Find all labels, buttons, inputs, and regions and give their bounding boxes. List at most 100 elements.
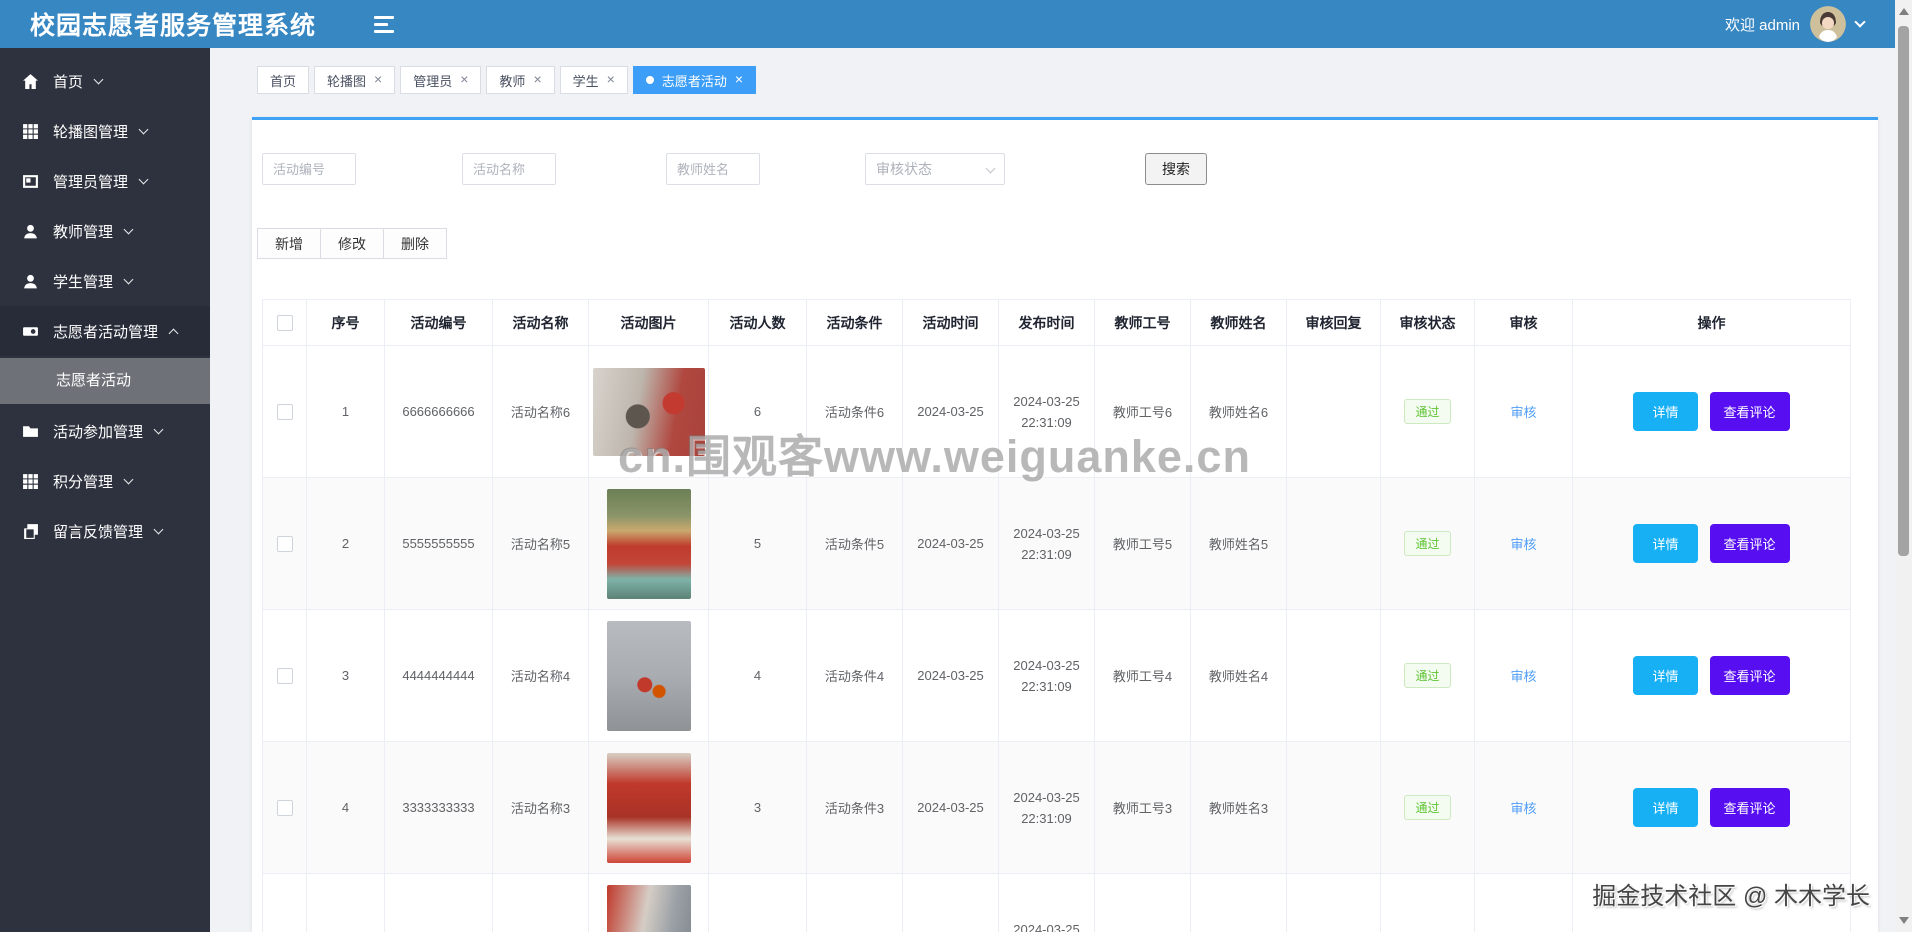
audit-link[interactable]: 审核 — [1510, 801, 1537, 816]
cell-activity-time — [902, 873, 999, 932]
sidebar-item[interactable]: 首页 — [0, 56, 210, 106]
sidebar-item-label: 活动参加管理 — [53, 423, 144, 441]
chevron-down-icon — [138, 124, 149, 134]
teacher-name-input[interactable] — [666, 153, 760, 185]
add-button[interactable]: 新增 — [257, 228, 321, 259]
row-checkbox[interactable] — [276, 403, 293, 420]
user-icon — [22, 223, 39, 240]
tab-轮播图[interactable]: 轮播图 × — [314, 66, 396, 94]
detail-button[interactable]: 详情 — [1633, 788, 1698, 827]
activity-code-input[interactable] — [262, 153, 356, 185]
column-header: 活动名称 — [492, 299, 589, 346]
detail-button[interactable]: 详情 — [1633, 392, 1698, 431]
sidebar-item[interactable]: 留言反馈管理 — [0, 506, 210, 556]
activity-image — [606, 884, 691, 932]
sidebar-item[interactable]: 管理员管理 — [0, 156, 210, 206]
view-comments-button[interactable]: 查看评论 — [1709, 656, 1790, 695]
view-comments-button[interactable]: 查看评论 — [1709, 392, 1790, 431]
tab-管理员[interactable]: 管理员 × — [400, 66, 482, 94]
welcome-text: 欢迎 admin — [1724, 16, 1800, 34]
sidebar-item-label: 积分管理 — [53, 473, 114, 491]
cell-condition: 活动条件4 — [806, 609, 903, 742]
cell-name: 活动名称4 — [492, 609, 589, 742]
column-header: 操作 — [1572, 299, 1851, 346]
audit-link[interactable]: 审核 — [1510, 537, 1537, 552]
view-comments-button[interactable]: 查看评论 — [1709, 524, 1790, 563]
tab-close-icon[interactable]: × — [533, 71, 542, 87]
status-badge: 通过 — [1404, 795, 1451, 820]
cell-code: 4444444444 — [384, 609, 493, 742]
sidebar-item[interactable]: 学生管理 — [0, 256, 210, 306]
sidebar-item[interactable]: 积分管理 — [0, 456, 210, 506]
avatar[interactable] — [1810, 6, 1846, 42]
delete-button[interactable]: 删除 — [383, 228, 447, 259]
cell-reply — [1286, 873, 1381, 932]
cell-teacher-id: 教师工号4 — [1094, 609, 1191, 742]
chevron-down-icon — [153, 424, 164, 434]
cell-name: 活动名称3 — [492, 741, 589, 874]
audit-link[interactable]: 审核 — [1510, 669, 1537, 684]
cell-teacher-id: 教师工号6 — [1094, 345, 1191, 478]
tab-close-icon[interactable]: × — [606, 71, 615, 87]
user-menu[interactable]: 欢迎 admin — [1724, 6, 1866, 42]
activity-image — [593, 367, 705, 456]
scrollbar-thumb[interactable] — [1898, 26, 1909, 556]
cell-teacher-id: 教师工号3 — [1094, 741, 1191, 874]
tab-close-icon[interactable]: × — [374, 71, 383, 87]
view-comments-button[interactable]: 查看评论 — [1709, 788, 1790, 827]
avatar-image — [1810, 6, 1846, 42]
chevron-down-icon — [138, 174, 149, 184]
tab-label: 教师 — [499, 73, 526, 89]
edit-button[interactable]: 修改 — [320, 228, 384, 259]
scroll-up-icon[interactable] — [1899, 8, 1909, 15]
chevron-down-icon — [1854, 16, 1866, 28]
cell-condition: 活动条件3 — [806, 741, 903, 874]
cell-index: 4 — [306, 741, 385, 874]
row-checkbox[interactable] — [276, 535, 293, 552]
cell-name — [492, 873, 589, 932]
audit-link[interactable]: 审核 — [1510, 405, 1537, 420]
detail-button[interactable]: 详情 — [1633, 656, 1698, 695]
sidebar-item[interactable]: 轮播图管理 — [0, 106, 210, 156]
table-row: 4 3333333333 活动名称3 3 活动条件3 2024-03-25 2024-03-… — [262, 741, 1851, 874]
detail-button[interactable]: 详情 — [1633, 524, 1698, 563]
collapse-menu-icon[interactable] — [374, 15, 395, 33]
audit-status-select[interactable]: 审核状态 — [865, 153, 1005, 185]
table-row: 2 5555555555 活动名称5 5 活动条件5 2024-03-25 2024-03-… — [262, 477, 1851, 610]
tab-close-icon[interactable]: × — [460, 71, 469, 87]
tab-教师[interactable]: 教师 × — [486, 66, 555, 94]
image-icon — [22, 173, 39, 190]
tab-志愿者活动[interactable]: 志愿者活动 × — [632, 66, 757, 94]
sidebar-subitem[interactable]: 志愿者活动 — [0, 358, 210, 404]
grid-icon — [22, 123, 39, 140]
sidebar-item[interactable]: 教师管理 — [0, 206, 210, 256]
sidebar-item-label: 志愿者活动管理 — [53, 323, 159, 341]
feedback-icon — [22, 523, 39, 540]
cell-condition — [806, 873, 903, 932]
column-header: 活动时间 — [902, 299, 999, 346]
scroll-down-icon[interactable] — [1899, 917, 1909, 924]
cell-activity-time: 2024-03-25 — [902, 477, 999, 610]
cell-code — [384, 873, 493, 932]
row-checkbox[interactable] — [276, 667, 293, 684]
column-header: 审核状态 — [1380, 299, 1475, 346]
select-placeholder: 审核状态 — [876, 161, 932, 177]
select-all-checkbox[interactable] — [276, 315, 293, 332]
tab-首页[interactable]: 首页 — [257, 66, 310, 94]
row-checkbox[interactable] — [276, 799, 293, 816]
column-header: 教师姓名 — [1190, 299, 1287, 346]
chevron-down-icon — [985, 163, 996, 173]
search-button[interactable]: 搜索 — [1145, 153, 1207, 185]
cell-code: 3333333333 — [384, 741, 493, 874]
tab-close-icon[interactable]: × — [734, 71, 744, 87]
grid-icon — [22, 473, 39, 490]
cell-people: 5 — [708, 477, 807, 610]
sidebar-item[interactable]: 活动参加管理 — [0, 406, 210, 456]
cell-code: 5555555555 — [384, 477, 493, 610]
status-badge: 通过 — [1404, 399, 1451, 424]
tab-label: 轮播图 — [327, 73, 367, 89]
activity-name-input[interactable] — [462, 153, 556, 185]
chevron-down-icon — [123, 474, 134, 484]
sidebar-item[interactable]: 志愿者活动管理 — [0, 306, 210, 356]
tab-学生[interactable]: 学生 × — [559, 66, 628, 94]
